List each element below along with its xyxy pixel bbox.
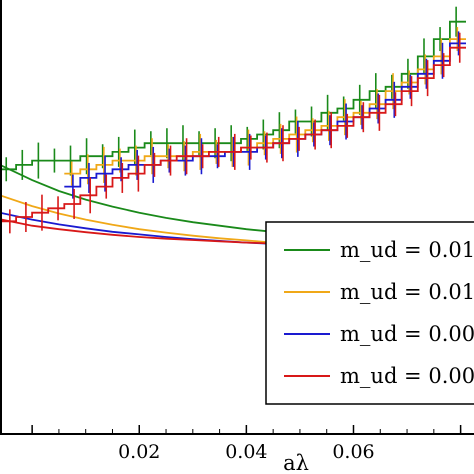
legend-label-2: m_ud = 0.007, xyxy=(340,322,474,346)
x-axis-label: aλ xyxy=(283,451,309,474)
plot-area xyxy=(0,6,466,248)
x-tick-label: 0.04 xyxy=(225,441,267,463)
legend: m_ud = 0.019, m_ud = 0.012, m_ud = 0.007, m… xyxy=(265,221,474,405)
x-tick-label: 0.02 xyxy=(118,441,160,463)
histogram-3 xyxy=(0,46,466,223)
x-tick-label: 0.06 xyxy=(332,441,374,463)
legend-label-0: m_ud = 0.019, xyxy=(340,238,474,262)
legend-label-1: m_ud = 0.012, xyxy=(340,280,474,304)
legend-box xyxy=(265,221,474,405)
x-axis: 0.02 0.04 0.06 xyxy=(0,0,474,463)
histogram-2 xyxy=(64,42,466,188)
legend-label-3: m_ud = 0.003: xyxy=(340,364,474,388)
